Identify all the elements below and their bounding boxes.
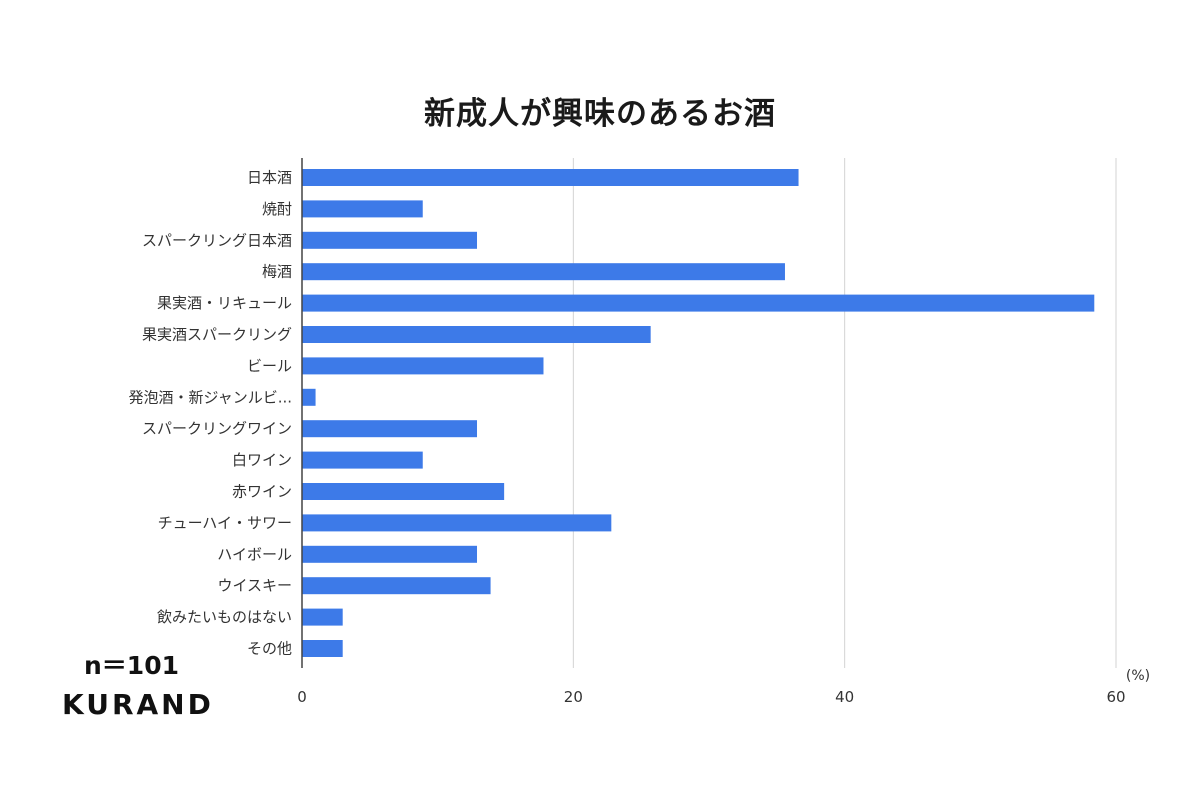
bar bbox=[302, 420, 478, 438]
bar bbox=[302, 200, 423, 218]
category-label: 白ワイン bbox=[232, 451, 292, 469]
category-labels: 日本酒焼酎スパークリング日本酒梅酒果実酒・リキュール果実酒スパークリングビール発… bbox=[128, 169, 292, 658]
category-label: 果実酒・リキュール bbox=[157, 294, 292, 312]
bars bbox=[302, 169, 1095, 657]
bar bbox=[302, 514, 612, 532]
x-tick-label: 0 bbox=[297, 688, 307, 706]
category-label: ウイスキー bbox=[217, 577, 292, 595]
category-label: ハイボール bbox=[217, 545, 292, 563]
bar bbox=[302, 326, 651, 343]
sample-size-label: n＝101 bbox=[84, 651, 179, 680]
chart-title: 新成人が興味のあるお酒 bbox=[424, 96, 776, 132]
grid-lines bbox=[572, 158, 1117, 668]
x-tick-label: 40 bbox=[835, 688, 854, 706]
x-tick-labels: 0 20 40 60 bbox=[297, 688, 1125, 706]
bar bbox=[302, 545, 478, 563]
bar bbox=[302, 483, 505, 500]
category-label: 果実酒スパークリング bbox=[142, 326, 292, 344]
bar bbox=[302, 294, 1095, 312]
category-label: スパークリングワイン bbox=[142, 420, 292, 438]
bar bbox=[302, 169, 799, 186]
category-label: その他 bbox=[247, 640, 292, 658]
brand-logo: KURAND bbox=[62, 688, 214, 721]
category-label: 赤ワイン bbox=[232, 483, 292, 501]
category-label: 梅酒 bbox=[262, 263, 292, 281]
category-label: チューハイ・サワー bbox=[158, 514, 292, 532]
bar bbox=[302, 577, 491, 595]
category-label: スパークリング日本酒 bbox=[142, 231, 292, 249]
bar bbox=[302, 263, 785, 281]
category-label: 日本酒 bbox=[247, 169, 292, 187]
bar bbox=[302, 231, 478, 249]
bar bbox=[302, 357, 544, 375]
category-label: ビール bbox=[247, 357, 292, 375]
category-label: 発泡酒・新ジャンルビ... bbox=[128, 388, 292, 406]
bar bbox=[302, 608, 343, 626]
x-axis-unit: (%) bbox=[1126, 668, 1150, 684]
x-tick-label: 20 bbox=[564, 688, 583, 706]
category-label: 焼酎 bbox=[262, 200, 292, 218]
bar bbox=[302, 451, 423, 469]
bar bbox=[302, 640, 343, 657]
bar bbox=[302, 388, 316, 406]
category-label: 飲みたいものはない bbox=[157, 608, 292, 626]
x-tick-label: 60 bbox=[1106, 688, 1125, 706]
